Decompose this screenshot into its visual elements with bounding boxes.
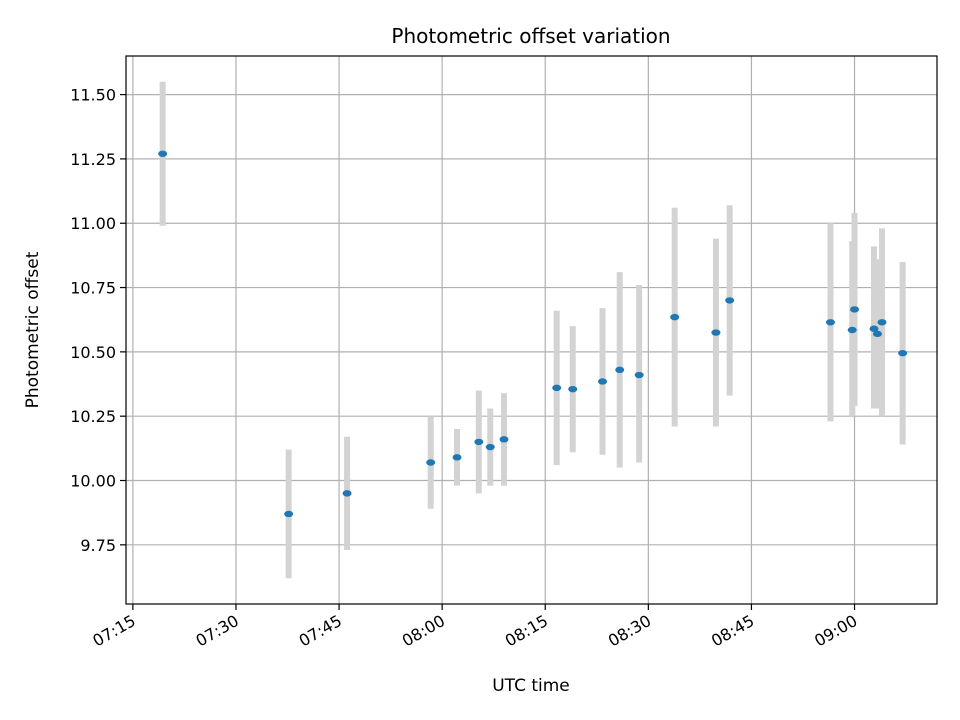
- plot-frame: [125, 55, 938, 605]
- y-axis-label: Photometric offset: [23, 251, 43, 408]
- x-tick-label: 08:45: [708, 611, 757, 651]
- y-tick-label: 11.00: [70, 214, 116, 233]
- data-point: [485, 443, 495, 451]
- data-point: [670, 313, 680, 321]
- data-point: [499, 436, 509, 443]
- x-tick-label: 08:30: [605, 611, 654, 651]
- data-point: [725, 297, 735, 304]
- data-point: [342, 490, 352, 497]
- data-point: [474, 438, 484, 446]
- x-tick-label: 09:00: [811, 611, 860, 651]
- y-tick-label: 10.00: [70, 472, 116, 491]
- chart-title: Photometric offset variation: [391, 24, 670, 48]
- data-point: [877, 319, 887, 326]
- data-point: [850, 306, 860, 313]
- data-point: [869, 325, 879, 332]
- data-point: [284, 510, 294, 518]
- x-tick-label: 07:15: [89, 611, 138, 651]
- y-tick-label: 11.25: [70, 150, 116, 169]
- x-axis-ticks: 07:15 07:30 07:45 08:00 08:15 08:30 08:45 09:00: [89, 604, 861, 651]
- data-point: [634, 371, 644, 379]
- data-point: [598, 378, 608, 385]
- data-point: [615, 366, 625, 374]
- data-point: [872, 330, 882, 338]
- data-point: [452, 454, 462, 461]
- y-tick-label: 10.75: [70, 279, 116, 298]
- x-tick-label: 07:45: [296, 611, 345, 651]
- x-tick-label: 08:15: [502, 611, 551, 651]
- data-point: [568, 385, 578, 393]
- data-point: [711, 329, 721, 336]
- data-point: [426, 459, 436, 466]
- data-point: [847, 326, 857, 334]
- x-tick-label: 08:00: [399, 611, 448, 651]
- y-tick-label: 9.75: [80, 536, 116, 555]
- grid-lines: [126, 56, 937, 604]
- data-point: [898, 349, 908, 357]
- x-axis-label: UTC time: [492, 676, 570, 696]
- data-point: [552, 384, 562, 392]
- point-group: [158, 150, 908, 518]
- y-axis-ticks: 9.75 10.00 10.25 10.50 10.75 11.00 11.25 11.50: [70, 86, 126, 555]
- x-tick-label: 07:30: [193, 611, 242, 651]
- y-tick-label: 11.50: [70, 86, 116, 105]
- y-tick-label: 10.25: [70, 407, 116, 426]
- errorbar-group: [159, 81, 906, 579]
- data-point: [158, 150, 168, 157]
- data-point: [825, 319, 835, 326]
- y-tick-label: 10.50: [70, 343, 116, 362]
